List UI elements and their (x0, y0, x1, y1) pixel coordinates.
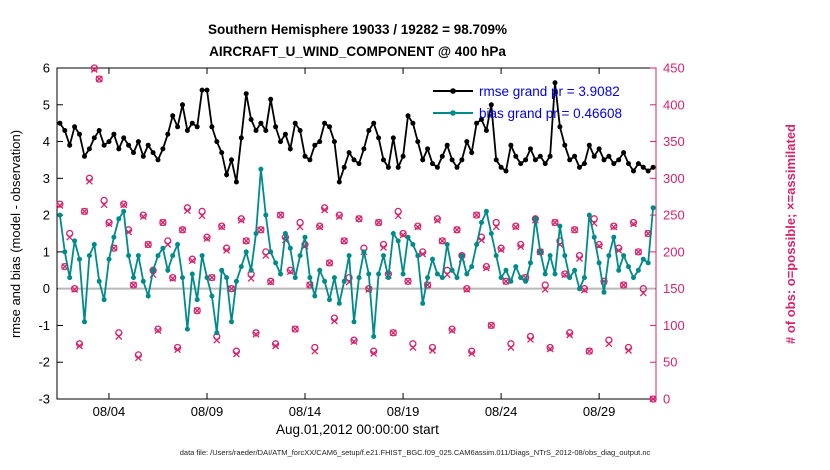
y-axis-label-left: rmse and bias (model - observation) (8, 129, 23, 339)
legend: rmse grand pr = 3.9082 bias grand pr = 0… (433, 80, 622, 124)
svg-text:400: 400 (663, 97, 685, 112)
svg-text:450: 450 (663, 61, 685, 76)
svg-text:200: 200 (663, 244, 685, 259)
svg-text:50: 50 (663, 355, 677, 370)
svg-text:-2: -2 (38, 355, 50, 370)
svg-text:08/09: 08/09 (191, 404, 224, 419)
left-axis-ticks: -3 -2 -1 0 1 2 3 4 5 6 (38, 61, 63, 407)
svg-text:0: 0 (663, 392, 670, 407)
y-axis-label-right: # of obs: o=possible; ×=assimilated (783, 124, 798, 344)
svg-text:300: 300 (663, 171, 685, 186)
bias-line (59, 169, 654, 337)
svg-text:08/19: 08/19 (387, 404, 420, 419)
svg-text:3: 3 (43, 171, 50, 186)
svg-text:08/14: 08/14 (289, 404, 322, 419)
rmse-legend-swatch (433, 88, 473, 94)
datafile-caption: data file: /Users/raeder/DAI/ATM_forcXX/… (179, 448, 651, 457)
svg-text:08/29: 08/29 (583, 404, 616, 419)
svg-text:6: 6 (43, 61, 50, 76)
legend-label-bias: bias grand pr = 0.46608 (479, 105, 622, 121)
legend-item-rmse: rmse grand pr = 3.9082 (433, 80, 622, 102)
x-axis-label: Aug.01,2012 00:00:00 start (276, 422, 439, 437)
svg-text:4: 4 (43, 134, 50, 149)
svg-text:100: 100 (663, 318, 685, 333)
svg-text:-1: -1 (38, 318, 50, 333)
svg-text:0: 0 (43, 281, 50, 296)
plot-title-line1: Southern Hemisphere 19033 / 19282 = 98.7… (207, 22, 508, 37)
bias-legend-swatch (433, 110, 473, 116)
svg-text:-3: -3 (38, 392, 50, 407)
rmse-markers (57, 80, 656, 185)
plot-title-line2: AIRCRAFT_U_WIND_COMPONENT @ 400 hPa (209, 44, 506, 59)
svg-text:08/24: 08/24 (485, 404, 518, 419)
legend-label-rmse: rmse grand pr = 3.9082 (479, 83, 620, 99)
right-axis-ticks: 0 50 100 150 200 250 300 350 400 450 (650, 61, 685, 407)
svg-text:2: 2 (43, 208, 50, 223)
x-axis-ticks: 08/04 08/09 08/14 08/19 08/24 08/29 (93, 68, 616, 419)
svg-text:150: 150 (663, 281, 685, 296)
svg-text:1: 1 (43, 244, 50, 259)
svg-text:5: 5 (43, 97, 50, 112)
svg-text:250: 250 (663, 208, 685, 223)
legend-item-bias: bias grand pr = 0.46608 (433, 102, 622, 124)
svg-text:350: 350 (663, 134, 685, 149)
bias-markers (57, 166, 656, 339)
svg-text:08/04: 08/04 (93, 404, 126, 419)
